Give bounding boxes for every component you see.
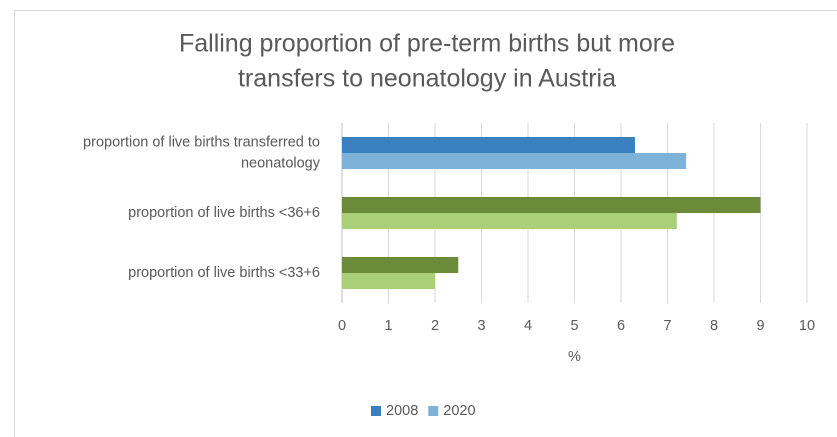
x-axis-label: % [568, 349, 581, 365]
y-tick-label: proportion of live births transferred to… [83, 134, 321, 171]
bar [342, 137, 635, 153]
bar [342, 213, 677, 229]
legend-label: 2020 [443, 403, 475, 419]
x-tick-label: 1 [384, 318, 392, 334]
legend-swatch [428, 406, 439, 416]
x-tick-label: 10 [799, 318, 815, 334]
legend-swatch [371, 406, 381, 416]
chart-title: Falling proportion of pre-term births bu… [179, 29, 675, 92]
y-tick-label: proportion of live births <33+6 [128, 265, 320, 281]
x-tick-label: 8 [710, 318, 718, 334]
x-tick-label: 3 [477, 318, 485, 334]
x-tick-label: 0 [338, 318, 346, 334]
x-tick-label: 9 [756, 318, 764, 334]
legend-label: 2008 [386, 403, 418, 419]
x-tick-label: 2 [431, 318, 439, 334]
chart-border [14, 10, 837, 437]
x-tick-label: 5 [570, 318, 578, 334]
x-tick-label: 4 [524, 318, 532, 334]
x-tick-label: 7 [663, 318, 671, 334]
y-tick-label: proportion of live births <36+6 [128, 205, 320, 221]
bar [342, 257, 459, 273]
bar [342, 273, 435, 289]
x-tick-label: 6 [617, 318, 625, 334]
bar [342, 197, 761, 213]
bar [342, 153, 687, 169]
